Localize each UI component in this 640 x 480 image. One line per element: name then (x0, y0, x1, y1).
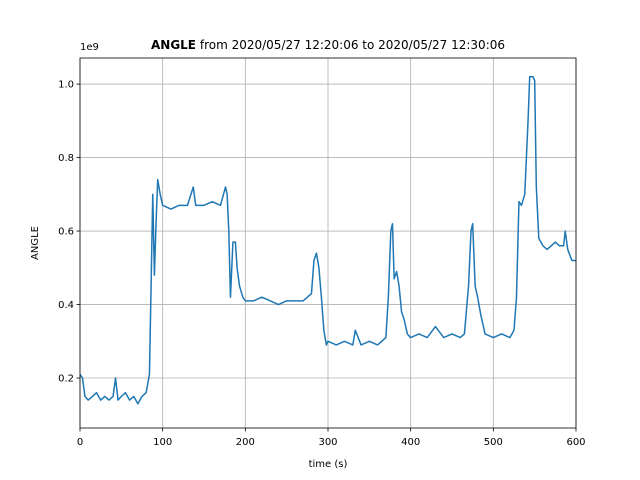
offset-label: 1e9 (80, 42, 99, 53)
title-bold: ANGLE (151, 38, 196, 52)
y-tick-label: 0.6 (58, 227, 74, 238)
x-tick-label: 500 (484, 437, 503, 448)
axes-frame (79, 57, 577, 429)
y-tick-label: 1.0 (58, 80, 74, 91)
x-tick-label: 0 (77, 437, 83, 448)
series-group (80, 75, 576, 405)
chart-title: ANGLE from 2020/05/27 12:20:06 to 2020/0… (151, 38, 505, 52)
x-tick-label: 100 (153, 437, 172, 448)
x-tick-label: 300 (318, 437, 337, 448)
x-tick-label: 400 (401, 437, 420, 448)
y-axis-label: ANGLE (30, 226, 41, 260)
x-tick-label: 600 (566, 437, 585, 448)
y-tick-label: 0.4 (58, 300, 74, 311)
plot-area: 0 100 200 300 400 500 600 0.2 0.4 0.6 0.8 1.0 (58, 57, 586, 448)
y-tick-label: 0.8 (58, 153, 74, 164)
y-tick-label: 0.2 (58, 374, 74, 385)
data-line (80, 75, 576, 405)
title-rest: from 2020/05/27 12:20:06 to 2020/05/27 1… (200, 38, 505, 52)
x-axis-label: time (s) (309, 459, 348, 470)
x-tick-label: 200 (236, 437, 255, 448)
